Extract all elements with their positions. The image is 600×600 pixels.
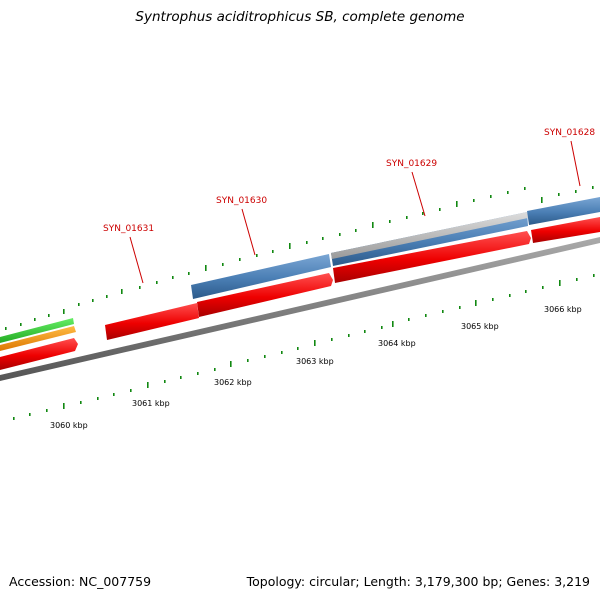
scale-label-3064: 3064 kbp [378,339,416,348]
gene-label-syn-01630[interactable]: SYN_01630 [216,196,267,206]
reverse-cds-4[interactable] [333,231,531,283]
reverse-cds-1[interactable] [0,338,78,370]
scale-label-3065: 3065 kbp [461,322,499,331]
scale-label-3061: 3061 kbp [132,399,170,408]
misc-feature-tracks [0,318,76,351]
scale-label-3063: 3063 kbp [296,357,334,366]
green-feature[interactable] [0,318,74,343]
gene-label-syn-01629[interactable]: SYN_01629 [386,159,437,169]
accession-text: Accession: NC_007759 [9,574,152,589]
cds-syn-01628[interactable] [527,197,600,225]
forward-cds-track [191,197,600,299]
reverse-cds-2[interactable] [105,303,199,340]
pseudo-feature[interactable] [331,212,528,259]
reverse-cds-5[interactable] [531,217,600,243]
upper-tick-track [5,186,594,330]
reverse-cds-track [0,217,600,370]
label-leaders [129,140,581,284]
reverse-cds-3[interactable] [197,273,333,317]
orange-feature[interactable] [0,326,76,351]
map-title: Syntrophus aciditrophicus SB, complete g… [135,9,465,25]
gene-label-syn-01631[interactable]: SYN_01631 [103,224,154,234]
scale-label-3062: 3062 kbp [214,378,252,387]
scale-label-3066: 3066 kbp [544,305,582,314]
scale-label-3060: 3060 kbp [50,421,88,430]
genome-backbone [0,237,600,381]
gene-label-syn-01628[interactable]: SYN_01628 [544,128,595,138]
cds-syn-01630[interactable] [191,254,331,299]
lower-tick-track [13,274,595,420]
genome-summary-text: Topology: circular; Length: 3,179,300 bp… [246,574,590,589]
